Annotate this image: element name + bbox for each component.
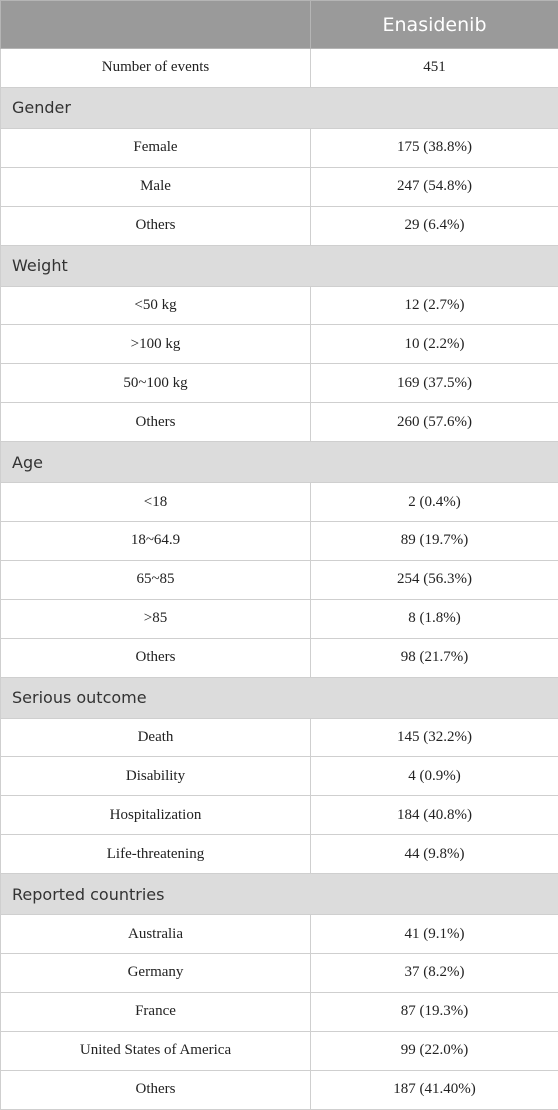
row-label: Others bbox=[1, 1070, 311, 1109]
row-label: Disability bbox=[1, 757, 311, 796]
row-label: Female bbox=[1, 128, 311, 167]
row-label: >100 kg bbox=[1, 325, 311, 364]
row-value: 260 (57.6%) bbox=[311, 403, 558, 442]
row-label: Hospitalization bbox=[1, 796, 311, 835]
row-label: 18~64.9 bbox=[1, 522, 311, 561]
row-label: Male bbox=[1, 167, 311, 206]
row-label: Death bbox=[1, 718, 311, 757]
row-value: 184 (40.8%) bbox=[311, 796, 558, 835]
row-value: 29 (6.4%) bbox=[311, 206, 558, 245]
section-title: Gender bbox=[1, 87, 558, 128]
row-label: 65~85 bbox=[1, 560, 311, 599]
row-value: 12 (2.7%) bbox=[311, 286, 558, 325]
row-label: Germany bbox=[1, 954, 311, 993]
row-value: 169 (37.5%) bbox=[311, 364, 558, 403]
section-title: Reported countries bbox=[1, 874, 558, 915]
section-header-row: Weight bbox=[1, 245, 558, 286]
row-label: Number of events bbox=[1, 49, 311, 88]
section-header-row: Gender bbox=[1, 87, 558, 128]
row-label: <18 bbox=[1, 483, 311, 522]
section-title: Age bbox=[1, 442, 558, 483]
row-value: 145 (32.2%) bbox=[311, 718, 558, 757]
row-label: Others bbox=[1, 403, 311, 442]
row-label: Others bbox=[1, 206, 311, 245]
row-value: 2 (0.4%) bbox=[311, 483, 558, 522]
row-value: 247 (54.8%) bbox=[311, 167, 558, 206]
section-title: Weight bbox=[1, 245, 558, 286]
row-label: >85 bbox=[1, 599, 311, 638]
row-value: 98 (21.7%) bbox=[311, 638, 558, 677]
row-value: 37 (8.2%) bbox=[311, 954, 558, 993]
section-header-row: Reported countries bbox=[1, 874, 558, 915]
row-label: Life-threatening bbox=[1, 835, 311, 874]
header-blank-cell bbox=[1, 1, 311, 49]
section-header-row: Age bbox=[1, 442, 558, 483]
row-value: 187 (41.40%) bbox=[311, 1070, 558, 1109]
row-value: 89 (19.7%) bbox=[311, 522, 558, 561]
row-label: Australia bbox=[1, 915, 311, 954]
row-value: 451 bbox=[311, 49, 558, 88]
header-drug-name: Enasidenib bbox=[311, 1, 558, 49]
section-title: Serious outcome bbox=[1, 677, 558, 718]
table-header-row: Enasidenib bbox=[1, 1, 558, 49]
section-header-row: Serious outcome bbox=[1, 677, 558, 718]
row-value: 8 (1.8%) bbox=[311, 599, 558, 638]
row-value: 10 (2.2%) bbox=[311, 325, 558, 364]
row-label: 50~100 kg bbox=[1, 364, 311, 403]
row-value: 44 (9.8%) bbox=[311, 835, 558, 874]
row-label: United States of America bbox=[1, 1031, 311, 1070]
row-label: France bbox=[1, 992, 311, 1031]
row-value: 254 (56.3%) bbox=[311, 560, 558, 599]
row-value: 175 (38.8%) bbox=[311, 128, 558, 167]
row-value: 41 (9.1%) bbox=[311, 915, 558, 954]
row-label: <50 kg bbox=[1, 286, 311, 325]
row-value: 4 (0.9%) bbox=[311, 757, 558, 796]
row-label: Others bbox=[1, 638, 311, 677]
row-value: 99 (22.0%) bbox=[311, 1031, 558, 1070]
row-value: 87 (19.3%) bbox=[311, 992, 558, 1031]
